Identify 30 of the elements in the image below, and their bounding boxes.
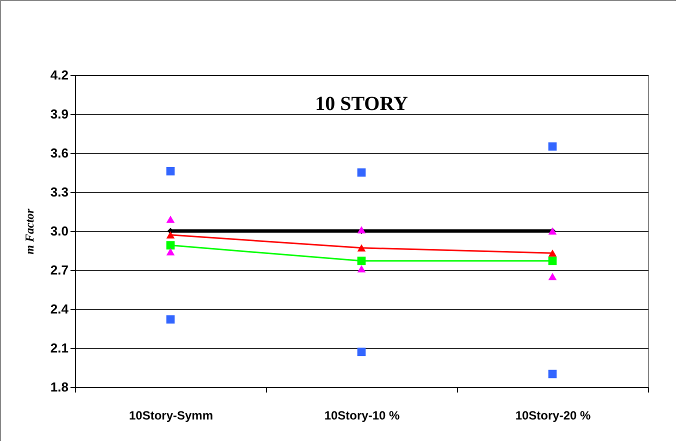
- y-axis-title: m Factor: [22, 208, 36, 254]
- point: [548, 370, 557, 378]
- point: [357, 168, 366, 177]
- point: [166, 315, 175, 324]
- point: [548, 249, 557, 257]
- y-tick-label: 3.3: [50, 184, 68, 200]
- point: [548, 256, 557, 266]
- y-tick-label: 4.2: [50, 68, 68, 82]
- y-tick-label: 2.1: [50, 340, 68, 356]
- point: [357, 265, 366, 272]
- y-tick-label: 3.9: [50, 106, 68, 122]
- point: [548, 142, 557, 151]
- point: [166, 231, 175, 239]
- point: [357, 244, 366, 252]
- point: [357, 348, 366, 356]
- x-tick-label: 10Story-Symm: [128, 408, 214, 422]
- text: 10 STORY: [315, 93, 408, 115]
- point: [166, 167, 175, 176]
- y-tick-label: 2.7: [50, 262, 68, 278]
- y-tick-label: 3.0: [50, 224, 68, 238]
- y-tick-label: 3.6: [50, 146, 68, 160]
- point: [357, 256, 366, 266]
- point: [166, 216, 175, 223]
- x-tick-label: 10Story-10 %: [324, 408, 400, 422]
- x-tick-label: 10Story-20 %: [515, 408, 592, 422]
- y-tick-label: 2.4: [50, 302, 70, 316]
- point: [166, 241, 175, 250]
- y-tick-label: 1.8: [50, 380, 68, 394]
- point: [548, 272, 557, 280]
- point: [166, 248, 175, 256]
